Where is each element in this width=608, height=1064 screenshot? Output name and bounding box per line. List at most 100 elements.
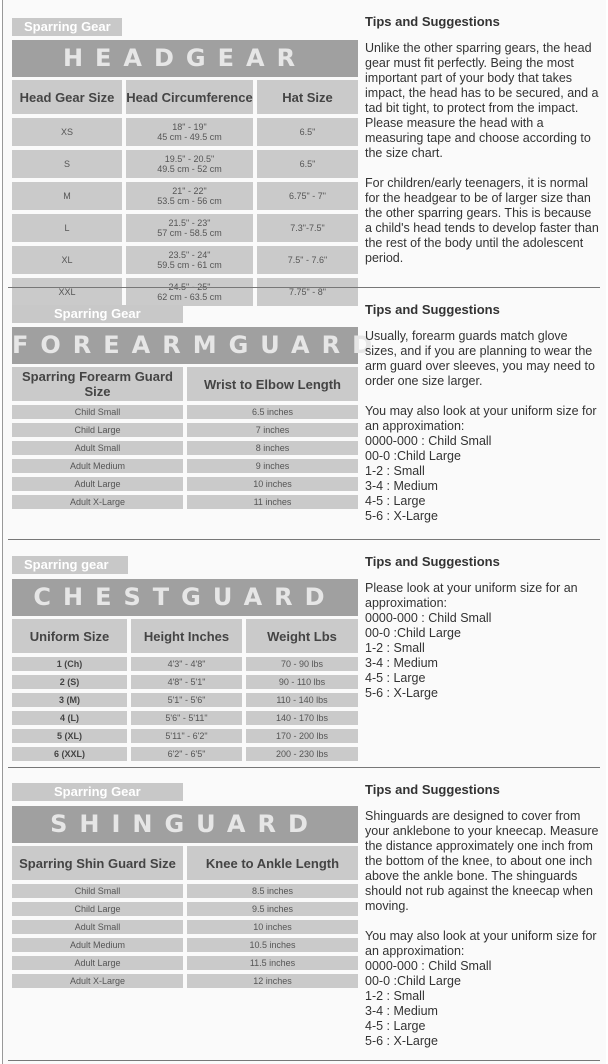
table-cell: 24.5" - 25" 62 cm - 63.5 cm <box>126 278 257 306</box>
table-row: Adult X-Large 11 inches <box>12 495 358 509</box>
uniform-size-item: 0000-000 : Child Small <box>365 434 492 448</box>
table-cell: 12 inches <box>187 974 358 988</box>
table-cell: 6 (XXL) <box>12 747 131 761</box>
table-cell: 110 - 140 lbs <box>246 693 358 707</box>
table-cell: 11 inches <box>187 495 358 509</box>
table-header: Sparring Forearm Guard Size Wrist to Elb… <box>12 367 358 401</box>
table-row: 5 (XL) 5'11" - 6'2" 170 - 200 lbs <box>12 729 358 743</box>
tips-paragraph: Usually, forearm guards match glove size… <box>365 329 595 388</box>
section-tag: Sparring Gear <box>12 305 183 323</box>
tips-paragraph: You may also look at your uniform size f… <box>365 929 597 958</box>
uniform-size-item: 3-4 : Medium <box>365 1004 438 1018</box>
table-cell: 140 - 170 lbs <box>246 711 358 725</box>
cell-text: XXL <box>58 287 76 297</box>
table-cell: XL <box>12 246 126 274</box>
uniform-size-item: 1-2 : Small <box>365 641 425 655</box>
table-row: XXL 24.5" - 25" 62 cm - 63.5 cm 7.75" - 8" <box>12 278 358 306</box>
tips-panel: Tips and Suggestions Shinguards are desi… <box>365 782 600 1049</box>
table-cell: 6.5 inches <box>187 405 358 419</box>
table-cell: Adult X-Large <box>12 974 187 988</box>
tips-title: Tips and Suggestions <box>365 302 500 317</box>
tips-panel: Tips and Suggestions Please look at your… <box>365 554 600 701</box>
tips-title: Tips and Suggestions <box>365 782 500 797</box>
table-cell: L <box>12 214 126 242</box>
tips-paragraph: Please look at your uniform size for an … <box>365 581 578 610</box>
table-cell: 23.5" - 24" 59.5 cm - 61 cm <box>126 246 257 274</box>
tips-title: Tips and Suggestions <box>365 554 500 569</box>
cell-text: 7.5" - 7.6" <box>287 255 328 265</box>
table-row: Adult Medium 9 inches <box>12 459 358 473</box>
cell-text: 59.5 cm - 61 cm <box>157 260 222 270</box>
table-cell: 10 inches <box>187 920 358 934</box>
headgear-size-table: Head Gear Size Head Circumference Hat Si… <box>12 76 358 310</box>
tips-paragraph: You may also look at your uniform size f… <box>365 404 597 433</box>
table-cell: 10 inches <box>187 477 358 491</box>
cell-text: 23.5" - 24" <box>168 250 211 260</box>
uniform-size-item: 3-4 : Medium <box>365 656 438 670</box>
table-cell: S <box>12 150 126 178</box>
table-cell: Child Small <box>12 884 187 898</box>
column-header: Head Circumference <box>126 80 257 114</box>
uniform-size-item: 0000-000 : Child Small <box>365 959 492 973</box>
table-cell: 7 inches <box>187 423 358 437</box>
table-cell: 2 (S) <box>12 675 131 689</box>
table-cell: 6.5" <box>257 118 358 146</box>
table-cell: 8.5 inches <box>187 884 358 898</box>
table-header: Sparring Shin Guard Size Knee to Ankle L… <box>12 846 358 880</box>
tips-panel: Tips and Suggestions Usually, forearm gu… <box>365 302 600 524</box>
cell-text: L <box>64 223 70 233</box>
tips-title: Tips and Suggestions <box>365 14 500 29</box>
table-cell: 18" - 19" 45 cm - 49.5 cm <box>126 118 257 146</box>
table-cell: Adult Small <box>12 920 187 934</box>
uniform-size-item: 3-4 : Medium <box>365 479 438 493</box>
column-header: Knee to Ankle Length <box>187 846 358 880</box>
table-row: 2 (S) 4'8" - 5'1" 90 - 110 lbs <box>12 675 358 689</box>
table-cell: 4'3" - 4'8" <box>131 657 246 671</box>
cell-text: XL <box>61 255 73 265</box>
cell-text: 49.5 cm - 52 cm <box>157 164 222 174</box>
cell-text: 62 cm - 63.5 cm <box>157 292 222 302</box>
uniform-size-list: 0000-000 : Child Small 00-0 :Child Large 1… <box>365 611 600 701</box>
table-cell: Adult X-Large <box>12 495 187 509</box>
uniform-size-item: 5-6 : X-Large <box>365 1034 438 1048</box>
table-row: Child Large 9.5 inches <box>12 902 358 916</box>
shinguard-size-table: Sparring Shin Guard Size Knee to Ankle L… <box>12 842 358 992</box>
section-divider <box>8 767 600 768</box>
column-header: Sparring Shin Guard Size <box>12 846 187 880</box>
column-header: Height Inches <box>131 619 246 653</box>
section-divider <box>8 1060 600 1061</box>
column-header: Sparring Forearm Guard Size <box>12 367 187 401</box>
cell-text: M <box>63 191 71 201</box>
cell-text: 7.3"-7.5" <box>290 223 325 233</box>
section-banner: HEADGEAR <box>12 40 358 77</box>
cell-text: 53.5 cm - 56 cm <box>157 196 222 206</box>
table-cell: 4 (L) <box>12 711 131 725</box>
table-row: 3 (M) 5'1" - 5'6" 110 - 140 lbs <box>12 693 358 707</box>
table-cell: 9.5 inches <box>187 902 358 916</box>
uniform-size-item: 4-5 : Large <box>365 1019 426 1033</box>
table-row: Child Large 7 inches <box>12 423 358 437</box>
cell-text: 18" - 19" <box>172 122 207 132</box>
table-row: Child Small 8.5 inches <box>12 884 358 898</box>
uniform-size-item: 5-6 : X-Large <box>365 509 438 523</box>
tips-paragraph: Shinguards are designed to cover from yo… <box>365 809 599 913</box>
section-banner: CHESTGUARD <box>12 579 358 616</box>
column-header: Hat Size <box>257 80 358 114</box>
section-banner: SHINGUARD <box>12 806 358 843</box>
cell-text: 6.75" - 7" <box>289 191 326 201</box>
table-cell: 200 - 230 lbs <box>246 747 358 761</box>
table-row: Child Small 6.5 inches <box>12 405 358 419</box>
table-header: Uniform Size Height Inches Weight Lbs <box>12 619 358 653</box>
table-cell: 90 - 110 lbs <box>246 675 358 689</box>
uniform-size-item: 00-0 :Child Large <box>365 626 461 640</box>
table-cell: 7.75" - 8" <box>257 278 358 306</box>
table-header: Head Gear Size Head Circumference Hat Si… <box>12 80 358 114</box>
section-divider <box>8 287 600 288</box>
uniform-size-item: 1-2 : Small <box>365 464 425 478</box>
section-tag: Sparring gear <box>12 556 128 574</box>
tips-panel: Tips and Suggestions Unlike the other sp… <box>365 14 600 281</box>
table-cell: Child Small <box>12 405 187 419</box>
column-header: Weight Lbs <box>246 619 358 653</box>
section-banner: FOREARMGUARD <box>12 327 372 364</box>
column-header: Head Gear Size <box>12 80 126 114</box>
